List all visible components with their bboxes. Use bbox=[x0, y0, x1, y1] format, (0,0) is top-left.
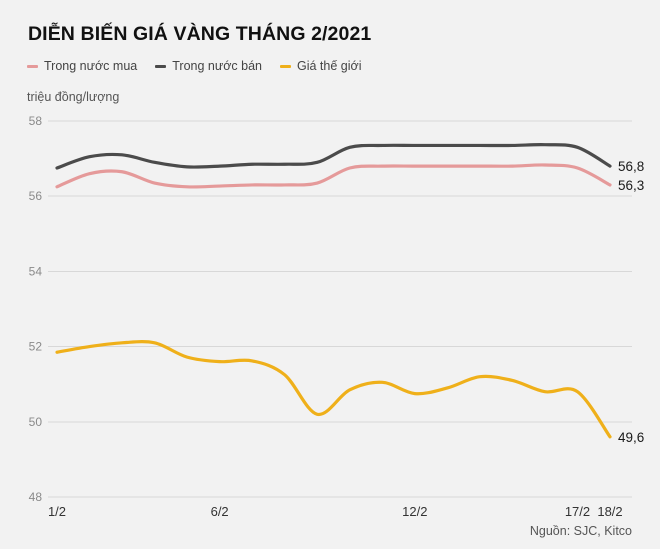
y-axis-tick-label: 58 bbox=[29, 114, 43, 128]
legend-swatch-icon bbox=[155, 64, 167, 68]
y-axis-tick-label: 52 bbox=[29, 340, 43, 354]
legend-swatch-icon bbox=[27, 64, 38, 68]
series-line bbox=[55, 163, 612, 189]
x-axis-tick-label: 1/2 bbox=[48, 504, 66, 519]
chart-legend: Trong nước mua Trong nước bán Giá thế gi… bbox=[27, 59, 361, 73]
legend-item-trong-nuoc-mua[interactable]: Trong nước mua bbox=[27, 59, 137, 73]
x-axis-tick-label: 6/2 bbox=[211, 504, 229, 519]
legend-label: Giá thế giới bbox=[297, 59, 362, 73]
y-axis-tick-label: 50 bbox=[29, 415, 43, 429]
gridlines-group bbox=[48, 120, 632, 498]
legend-item-trong-nuoc-ban[interactable]: Trong nước bán bbox=[155, 59, 262, 73]
page-title: DIỄN BIẾN GIÁ VÀNG THÁNG 2/2021 bbox=[28, 23, 372, 45]
series-end-label: 49,6 bbox=[618, 430, 644, 445]
y-axis-unit-label: triệu đồng/lượng bbox=[27, 90, 120, 104]
series-end-label: 56,3 bbox=[618, 178, 644, 193]
series-line bbox=[55, 340, 612, 439]
y-axis-tick-label: 48 bbox=[29, 490, 43, 504]
source-note: Nguồn: SJC, Kitco bbox=[529, 524, 632, 538]
legend-swatch-icon bbox=[280, 64, 291, 68]
x-axis-tick-label: 18/2 bbox=[597, 504, 622, 519]
y-axis-tick-label: 56 bbox=[29, 189, 43, 203]
x-axis-tick-labels: 1/2 6/2 12/2 17/2 18/2 bbox=[48, 504, 623, 519]
legend-item-gia-the-gioi[interactable]: Giá thế giới bbox=[280, 59, 361, 73]
legend-label: Trong nước mua bbox=[44, 59, 138, 73]
series-line bbox=[55, 143, 612, 170]
series-end-labels: 56,3 56,8 49,6 bbox=[618, 159, 644, 445]
series-lines-group bbox=[55, 143, 612, 439]
y-axis-tick-labels: 48 50 52 54 56 58 bbox=[29, 114, 43, 504]
x-axis-tick-label: 17/2 bbox=[565, 504, 590, 519]
legend-label: Trong nước bán bbox=[172, 59, 262, 73]
series-end-label: 56,8 bbox=[618, 159, 644, 174]
y-axis-tick-label: 54 bbox=[29, 264, 43, 278]
x-axis-tick-label: 12/2 bbox=[402, 504, 427, 519]
